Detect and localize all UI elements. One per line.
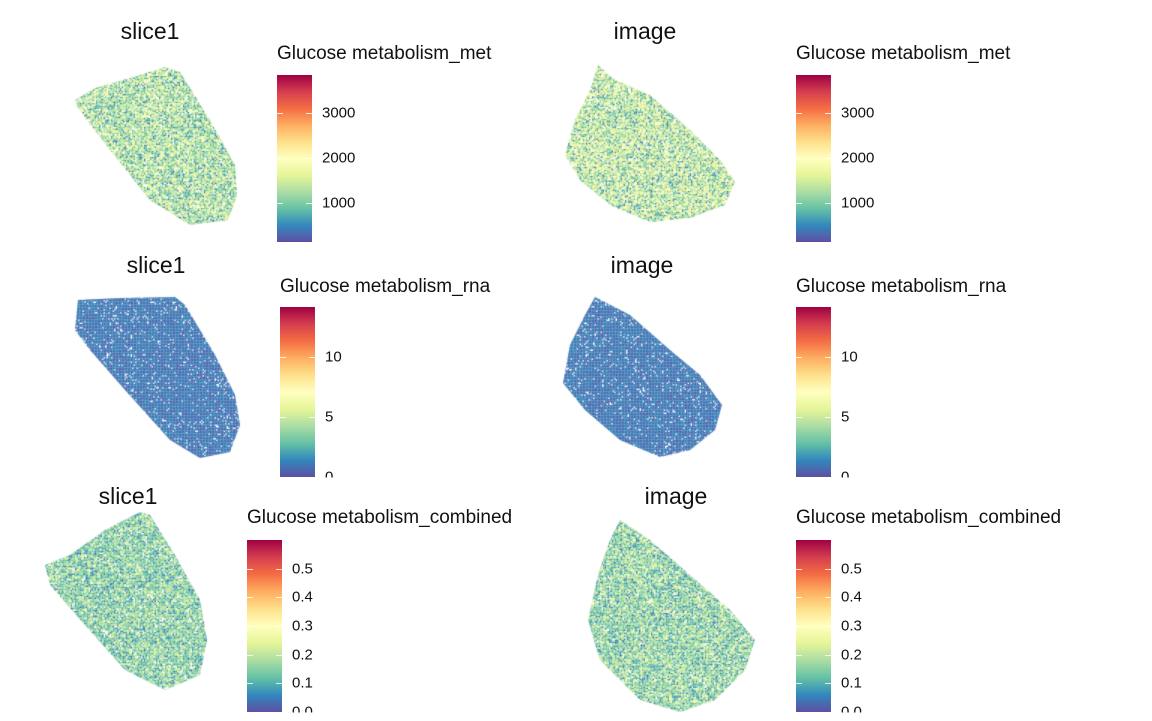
colorbar-tick-mark bbox=[277, 203, 283, 205]
colorbar-tick-label: 0.5 bbox=[292, 560, 313, 578]
colorbar-tick-mark bbox=[796, 568, 802, 570]
colorbar-tick-mark bbox=[277, 158, 283, 160]
colorbar-tick-mark bbox=[309, 417, 315, 419]
colorbar-tick-label: 10 bbox=[841, 348, 858, 366]
colorbar-tick-mark bbox=[247, 712, 253, 713]
colorbar-tick-mark bbox=[247, 568, 253, 570]
colorbar-tick-label: 0 bbox=[322, 240, 330, 243]
colorbar-tick-label: 0 bbox=[841, 468, 850, 486]
colorbar-tick-mark bbox=[276, 683, 282, 685]
colorbar-tick-label: 3000 bbox=[841, 104, 875, 122]
colorbar-tick-mark bbox=[306, 248, 312, 249]
colorbar-tick-mark bbox=[276, 654, 282, 656]
colorbar-tick-label: 0 bbox=[841, 240, 849, 243]
colorbar-tick-label: 0.5 bbox=[841, 560, 862, 578]
colorbar-tick-mark bbox=[796, 203, 802, 205]
colorbar-tick-mark bbox=[796, 357, 802, 359]
colorbar-tick-mark bbox=[825, 654, 831, 656]
colorbar-tick-label: 0.1 bbox=[841, 674, 862, 692]
colorbar-tick-mark bbox=[796, 417, 802, 419]
colorbar-tick-mark bbox=[825, 203, 831, 205]
colorbar-tick-mark bbox=[276, 712, 282, 713]
colorbar-tick-mark bbox=[280, 357, 286, 359]
legend-title: Glucose metabolism_combined bbox=[247, 507, 513, 528]
colorbar-tick-mark bbox=[309, 357, 315, 359]
colorbar-tick-mark bbox=[796, 158, 802, 160]
colorbar-tick-mark bbox=[306, 158, 312, 160]
colorbar-tick-mark bbox=[796, 248, 802, 249]
colorbar bbox=[280, 307, 315, 477]
colorbar-tick-label: 3000 bbox=[322, 104, 356, 122]
colorbar-tick-mark bbox=[247, 654, 253, 656]
colorbar-tick-mark bbox=[306, 203, 312, 205]
panel-title: image bbox=[644, 483, 708, 509]
legend-title: Glucose metabolism_rna bbox=[796, 276, 1007, 297]
colorbar-tick-mark bbox=[280, 477, 286, 478]
panel-title: image bbox=[613, 18, 677, 44]
colorbar-tick-mark bbox=[796, 683, 802, 685]
colorbar-tick-mark bbox=[247, 626, 253, 627]
colorbar-tick-mark bbox=[276, 626, 282, 627]
colorbar-tick-label: 2000 bbox=[322, 149, 356, 167]
colorbar-tick-label: 1000 bbox=[841, 194, 875, 212]
colorbar-tick-mark bbox=[825, 477, 831, 478]
colorbar-tick-label: 1000 bbox=[322, 194, 356, 212]
colorbar-tick-label: 0 bbox=[325, 468, 334, 486]
colorbar-tick-mark bbox=[277, 113, 283, 115]
colorbar-tick-mark bbox=[796, 597, 802, 599]
colorbar-tick-mark bbox=[276, 568, 282, 570]
colorbar-tick-mark bbox=[796, 626, 802, 627]
colorbar-tick-mark bbox=[247, 597, 253, 599]
colorbar-tick-mark bbox=[825, 597, 831, 599]
colorbar-tick-mark bbox=[825, 568, 831, 570]
colorbar-tick-mark bbox=[306, 113, 312, 115]
legend-title: Glucose metabolism_met bbox=[277, 43, 492, 64]
panel-title: image bbox=[610, 252, 674, 278]
colorbar-tick-mark bbox=[825, 712, 831, 713]
colorbar-tick-label: 0.3 bbox=[292, 617, 313, 635]
colorbar-tick-label: 0.4 bbox=[292, 588, 313, 606]
colorbar-tick-label: 0.0 bbox=[292, 703, 313, 721]
colorbar-tick-mark bbox=[280, 417, 286, 419]
colorbar-tick-mark bbox=[309, 477, 315, 478]
panel-title: slice1 bbox=[98, 483, 158, 509]
colorbar-tick-label: 0.1 bbox=[292, 674, 313, 692]
colorbar-tick-mark bbox=[796, 712, 802, 713]
colorbar-tick-label: 0.2 bbox=[841, 646, 862, 664]
colorbar-tick-mark bbox=[825, 113, 831, 115]
colorbar-tick-label: 5 bbox=[325, 408, 334, 426]
colorbar-tick-label: 0.4 bbox=[841, 588, 862, 606]
colorbar-tick-label: 0.3 bbox=[841, 617, 862, 635]
colorbar-tick-mark bbox=[796, 113, 802, 115]
panel-title: slice1 bbox=[126, 252, 186, 278]
colorbar-tick-mark bbox=[825, 626, 831, 627]
colorbar-tick-label: 10 bbox=[325, 348, 342, 366]
legend-title: Glucose metabolism_rna bbox=[280, 276, 491, 297]
colorbar-tick-label: 0.0 bbox=[841, 703, 862, 721]
colorbar-tick-mark bbox=[825, 357, 831, 359]
legend-title: Glucose metabolism_met bbox=[796, 43, 1011, 64]
colorbar-tick-mark bbox=[796, 477, 802, 478]
panel-title: slice1 bbox=[120, 18, 180, 44]
colorbar-tick-label: 2000 bbox=[841, 149, 875, 167]
colorbar-tick-mark bbox=[825, 158, 831, 160]
colorbar-tick-mark bbox=[796, 654, 802, 656]
colorbar-tick-mark bbox=[276, 597, 282, 599]
colorbar-tick-mark bbox=[247, 683, 253, 685]
colorbar-tick-mark bbox=[825, 417, 831, 419]
colorbar bbox=[796, 307, 831, 477]
legend-title: Glucose metabolism_combined bbox=[796, 507, 1062, 528]
colorbar-tick-mark bbox=[825, 248, 831, 249]
colorbar-tick-mark bbox=[277, 248, 283, 249]
colorbar-tick-label: 0.2 bbox=[292, 646, 313, 664]
colorbar-tick-mark bbox=[825, 683, 831, 685]
colorbar-tick-label: 5 bbox=[841, 408, 850, 426]
